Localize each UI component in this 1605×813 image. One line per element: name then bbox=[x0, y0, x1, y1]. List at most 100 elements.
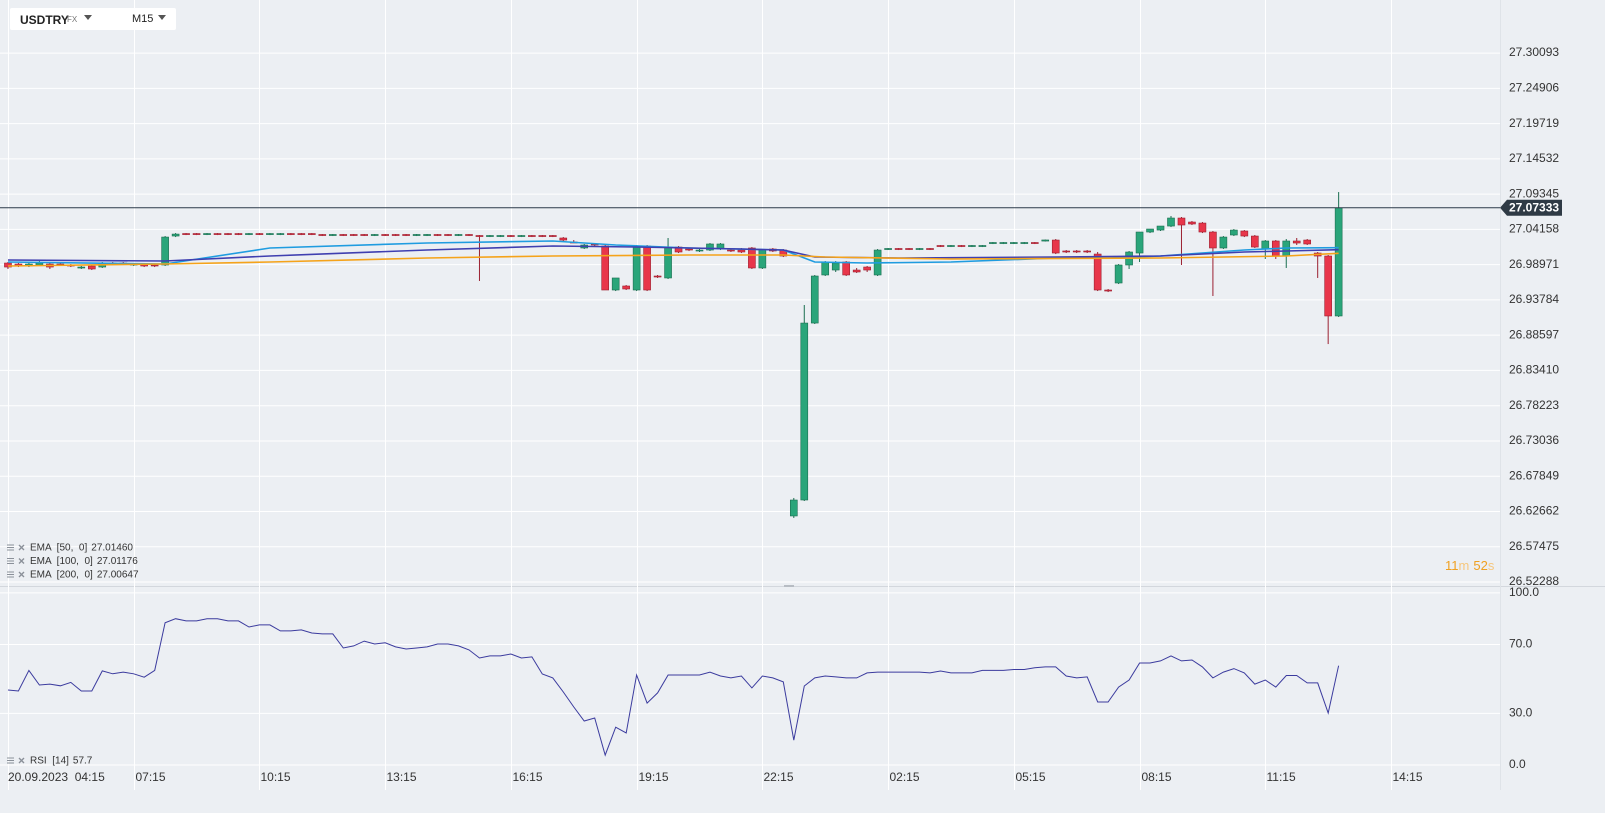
candle-body bbox=[821, 261, 830, 276]
y-tick-label: 27.04158 bbox=[1509, 222, 1559, 236]
candle-body bbox=[234, 233, 243, 235]
candle-body bbox=[1041, 239, 1050, 242]
candle-body bbox=[863, 266, 871, 271]
x-tick-label: 19:15 bbox=[639, 770, 669, 784]
candle-body bbox=[601, 245, 609, 291]
legend-remove[interactable] bbox=[18, 571, 25, 578]
candle-body bbox=[1020, 242, 1029, 244]
legend-remove[interactable] bbox=[18, 757, 25, 764]
market: FX bbox=[67, 15, 78, 24]
candle-body bbox=[727, 249, 735, 252]
candle-body bbox=[360, 234, 369, 236]
y-tick-label: 27.30093 bbox=[1509, 45, 1559, 59]
candle-body bbox=[1240, 230, 1249, 237]
candle-body bbox=[653, 275, 662, 278]
y-tick-label: 26.62662 bbox=[1509, 504, 1559, 518]
candle-body bbox=[276, 233, 285, 235]
legend-name: RSI [14] bbox=[30, 756, 69, 767]
y-tick-label: 26.83410 bbox=[1509, 363, 1559, 377]
candle-body bbox=[171, 233, 180, 237]
symbol-caret[interactable] bbox=[84, 15, 92, 20]
x-tick-label: 07:15 bbox=[136, 770, 166, 784]
last-price-badge bbox=[1500, 199, 1562, 216]
y-tick-label: 26.52288 bbox=[1509, 574, 1559, 588]
legend-name: EMA [100, 0] bbox=[30, 556, 93, 567]
candle-body bbox=[328, 234, 337, 236]
candle-body bbox=[611, 277, 620, 291]
candle-body bbox=[423, 234, 431, 236]
candle-body bbox=[4, 262, 12, 268]
candle-body bbox=[748, 247, 756, 269]
resize-handle[interactable] bbox=[784, 585, 794, 587]
candle-body bbox=[1062, 250, 1071, 253]
candle-body bbox=[517, 235, 526, 237]
x-tick-label: 14:15 bbox=[1393, 770, 1423, 784]
y-tick-label: 27.24906 bbox=[1509, 81, 1559, 95]
indicator-legend: EMA [100, 0] 27.01176 bbox=[7, 556, 138, 567]
countdown-minutes: 11 bbox=[1445, 558, 1459, 573]
indicator-legend: RSI [14] 57.7 bbox=[7, 756, 93, 767]
candle-body bbox=[1251, 235, 1259, 248]
y-tick-label: 26.78223 bbox=[1509, 398, 1559, 412]
candle-body bbox=[968, 245, 976, 247]
candle-body bbox=[1030, 242, 1039, 244]
candle-body bbox=[1209, 231, 1217, 249]
rsi-line bbox=[7, 618, 1340, 757]
symbol-selector[interactable]: USDTRY FX M15 bbox=[10, 8, 176, 30]
x-tick-label: 22:15 bbox=[764, 770, 794, 784]
candle-body bbox=[643, 245, 651, 291]
x-tick-label: 02:15 bbox=[890, 770, 920, 784]
legend-value: 27.00647 bbox=[97, 570, 139, 581]
candle-body bbox=[810, 275, 819, 324]
candle-body bbox=[978, 245, 987, 247]
interval-caret[interactable] bbox=[158, 15, 166, 20]
symbol[interactable]: USDTRY bbox=[20, 13, 69, 27]
candle-body bbox=[1230, 229, 1238, 236]
candle-body bbox=[1334, 207, 1343, 317]
candle-body bbox=[947, 245, 955, 247]
candle-body bbox=[370, 234, 379, 236]
candle-body bbox=[161, 236, 169, 266]
candle-body bbox=[1114, 264, 1123, 284]
candle-body bbox=[926, 248, 934, 250]
candle-body bbox=[1146, 228, 1154, 233]
candle-body bbox=[507, 235, 515, 237]
candle-body bbox=[349, 234, 358, 236]
indicator-legend: EMA [200, 0] 27.00647 bbox=[7, 570, 139, 581]
candle-body bbox=[339, 234, 348, 236]
candle-body bbox=[297, 233, 306, 235]
y-tick-label: 26.73036 bbox=[1509, 433, 1559, 447]
candle-body bbox=[391, 234, 400, 236]
candle-body bbox=[402, 234, 410, 236]
candle-body bbox=[789, 499, 798, 517]
candle-body bbox=[412, 234, 421, 236]
candle-body bbox=[1177, 217, 1186, 226]
ema-line bbox=[7, 252, 1339, 267]
candle-body bbox=[852, 269, 861, 273]
candle-body bbox=[192, 233, 201, 235]
candle-body bbox=[1324, 255, 1332, 317]
legend-value: 27.01176 bbox=[97, 556, 138, 567]
candle-body bbox=[287, 233, 295, 235]
candle-body bbox=[1219, 236, 1228, 249]
legend-remove[interactable] bbox=[18, 558, 25, 564]
candle-body bbox=[538, 235, 547, 237]
candle-body bbox=[559, 237, 568, 241]
x-tick-label: 16:15 bbox=[513, 770, 543, 784]
interval[interactable]: M15 bbox=[132, 13, 154, 25]
countdown-seconds: 52 bbox=[1473, 558, 1487, 573]
candle-body bbox=[989, 242, 997, 244]
x-tick-label: 10:15 bbox=[261, 770, 291, 784]
x-tick-label: 13:15 bbox=[387, 770, 417, 784]
ema-line bbox=[7, 245, 1339, 262]
y-tick-label: 30.0 bbox=[1509, 706, 1533, 720]
candle-body bbox=[1167, 217, 1175, 227]
y-tick-label: 26.57475 bbox=[1509, 539, 1559, 553]
candle-body bbox=[1104, 289, 1112, 292]
candle-body bbox=[486, 235, 494, 237]
x-tick-label: 08:15 bbox=[1142, 770, 1172, 784]
candle-body bbox=[496, 235, 505, 237]
candle-body bbox=[622, 285, 630, 290]
candle-body bbox=[905, 248, 913, 250]
legend-remove[interactable] bbox=[18, 544, 25, 551]
